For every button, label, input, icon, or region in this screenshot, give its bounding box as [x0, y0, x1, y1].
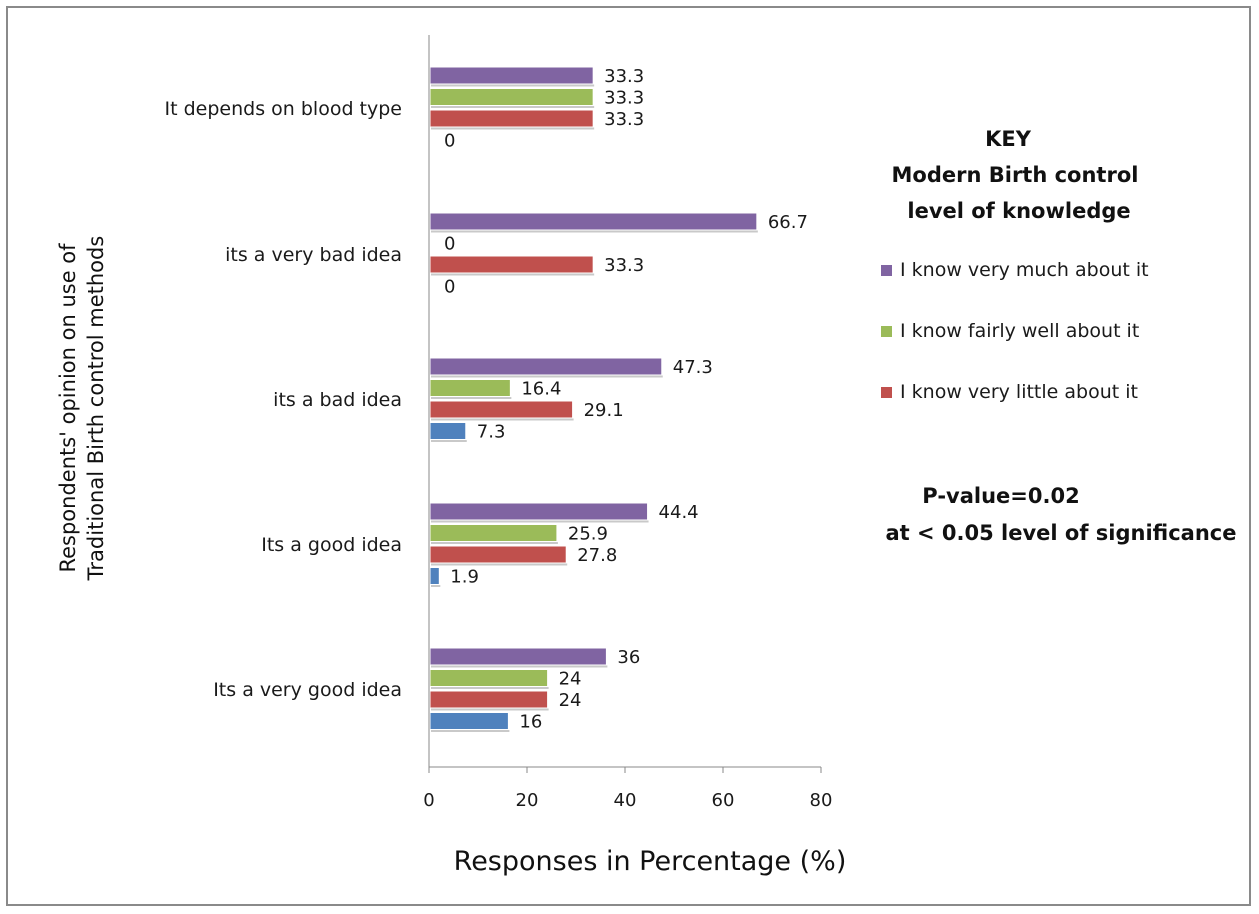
legend-swatch: [881, 387, 892, 398]
chart-frame: [6, 6, 1251, 906]
y-axis-title-line2: Traditional Birth control methods: [84, 236, 108, 582]
data-label: 33.3: [604, 88, 644, 109]
legend-subtitle-line1: Modern Birth control: [892, 163, 1139, 187]
category-label: It depends on blood type: [165, 98, 402, 120]
data-label: 16: [519, 712, 542, 733]
category-label: its a very bad idea: [225, 244, 402, 266]
x-tick-label: 20: [516, 790, 539, 811]
bar: [429, 690, 549, 709]
bar: [429, 212, 758, 231]
data-label: 24: [559, 690, 582, 711]
data-label: 0: [444, 277, 455, 298]
category-label: its a bad idea: [273, 389, 402, 411]
legend-items: I know very much about it I know fairly w…: [881, 259, 1149, 403]
data-label: 24: [559, 669, 582, 690]
category-label: Its a good idea: [261, 534, 402, 556]
x-axis-title: Responses in Percentage (%): [454, 846, 847, 877]
stats-block: P-value=0.02 at < 0.05 level of signific…: [885, 484, 1236, 545]
bar: [429, 255, 594, 274]
data-label: 47.3: [673, 357, 713, 378]
bar: [429, 567, 440, 585]
category-labels: It depends on blood type its a very bad i…: [165, 98, 402, 701]
bar: [429, 88, 594, 106]
category-label: Its a very good idea: [213, 679, 402, 701]
data-label: 0: [444, 234, 455, 255]
x-tick-label: 80: [810, 790, 833, 811]
bar: [429, 109, 594, 128]
legend: KEY Modern Birth control level of knowle…: [881, 127, 1149, 403]
legend-label: I know fairly well about it: [900, 320, 1139, 342]
bar: [429, 379, 511, 397]
data-label: 0: [444, 131, 455, 152]
data-label: 1.9: [450, 567, 479, 588]
data-label: 27.8: [577, 545, 617, 566]
y-axis-title: Respondents' opinion on use of Tradition…: [56, 236, 108, 582]
data-label: 33.3: [604, 66, 644, 87]
significance-note: at < 0.05 level of significance: [885, 521, 1236, 545]
data-label: 16.4: [521, 379, 561, 400]
data-label: 25.9: [568, 524, 608, 545]
legend-swatch: [881, 265, 892, 276]
bar: [429, 647, 607, 666]
legend-swatch: [881, 326, 892, 337]
legend-label: I know very little about it: [900, 381, 1138, 403]
data-label: 33.3: [604, 255, 644, 276]
data-label: 44.4: [659, 502, 699, 523]
bar: [429, 357, 663, 376]
p-value: P-value=0.02: [922, 484, 1079, 508]
bar: [429, 66, 594, 85]
data-label: 66.7: [768, 212, 808, 233]
data-label: 33.3: [604, 109, 644, 130]
bar: [429, 400, 574, 419]
bars-group: [429, 66, 758, 732]
data-labels: 33.333.333.3066.7033.3047.316.429.17.344…: [444, 66, 808, 733]
bar: [429, 545, 567, 564]
bar: [429, 502, 649, 521]
x-tick-label: 0: [423, 790, 434, 811]
bar: [429, 669, 549, 687]
legend-label: I know very much about it: [900, 259, 1149, 281]
x-axis-ticks: 0 20 40 60 80: [423, 767, 832, 811]
y-axis-title-line1: Respondents' opinion on use of: [56, 243, 80, 573]
bar: [429, 712, 509, 730]
legend-key-title: KEY: [985, 127, 1032, 151]
bar: [429, 422, 467, 440]
data-label: 36: [617, 647, 640, 668]
legend-subtitle-line2: level of knowledge: [907, 199, 1130, 223]
data-label: 7.3: [477, 422, 506, 443]
x-tick-label: 60: [712, 790, 735, 811]
data-label: 29.1: [584, 400, 624, 421]
x-tick-label: 40: [614, 790, 637, 811]
bar: [429, 524, 558, 542]
